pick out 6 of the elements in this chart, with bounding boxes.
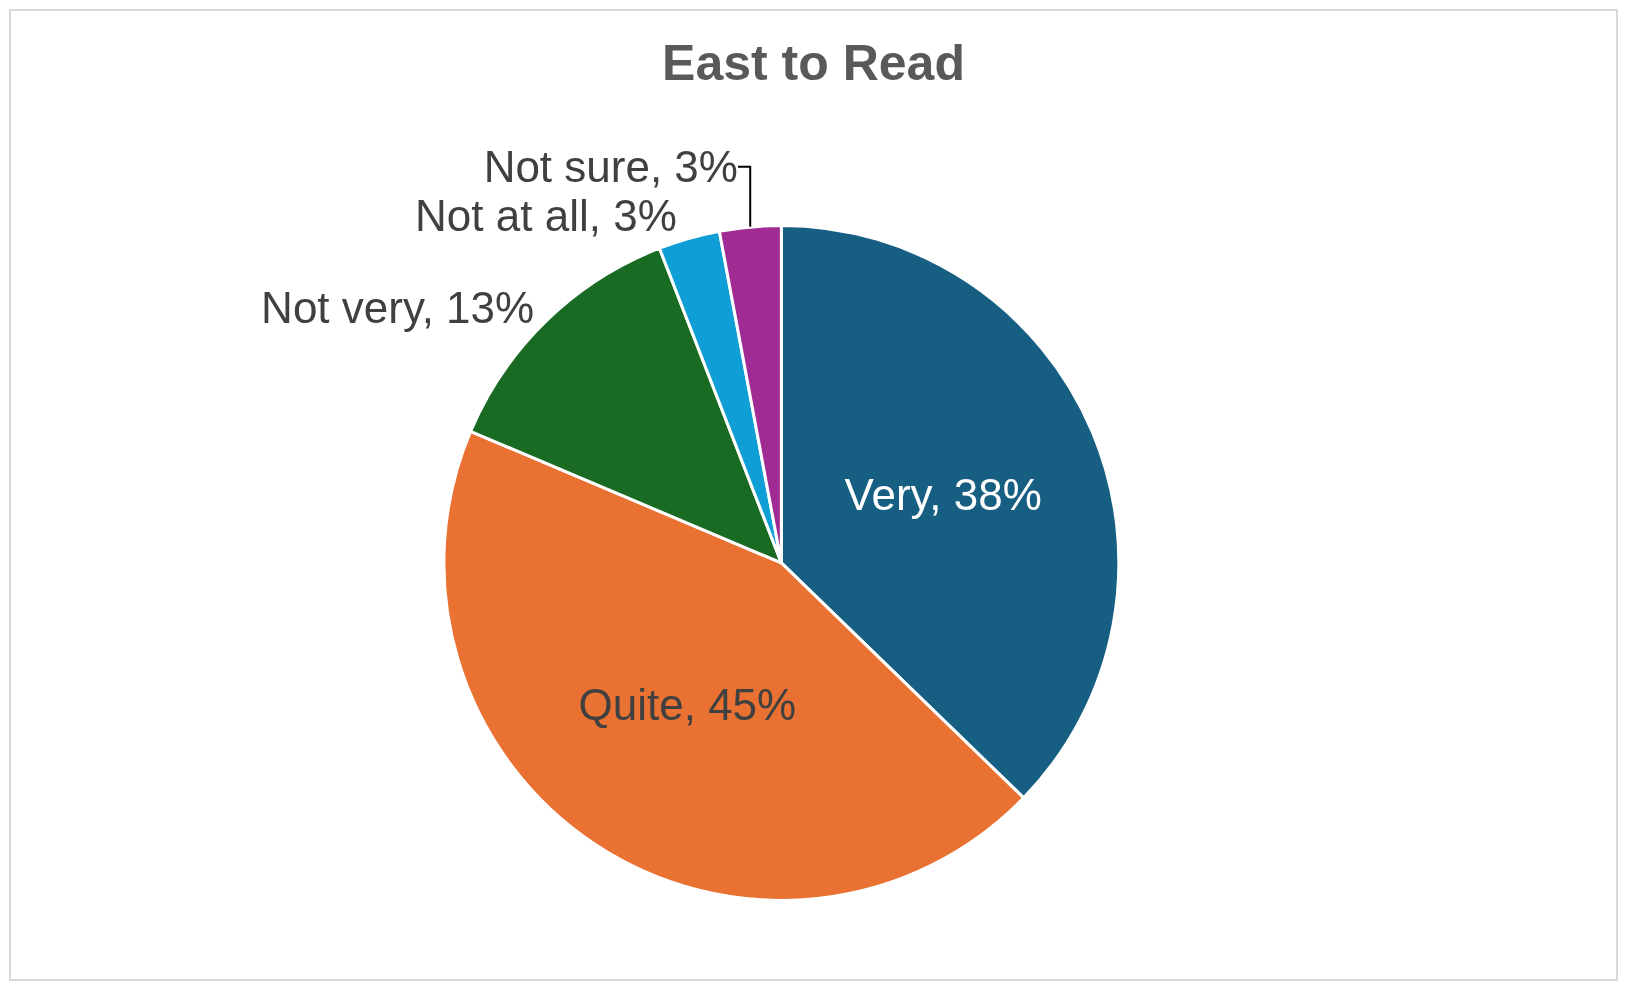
slice-label: Not very, 13%: [261, 283, 535, 333]
slice-label: Quite, 45%: [578, 680, 797, 730]
slice-label: Not sure, 3%: [483, 142, 738, 192]
slice-label: Not at all, 3%: [415, 191, 677, 241]
slice-label: Very, 38%: [844, 469, 1042, 519]
chart-title: East to Read: [662, 34, 965, 91]
